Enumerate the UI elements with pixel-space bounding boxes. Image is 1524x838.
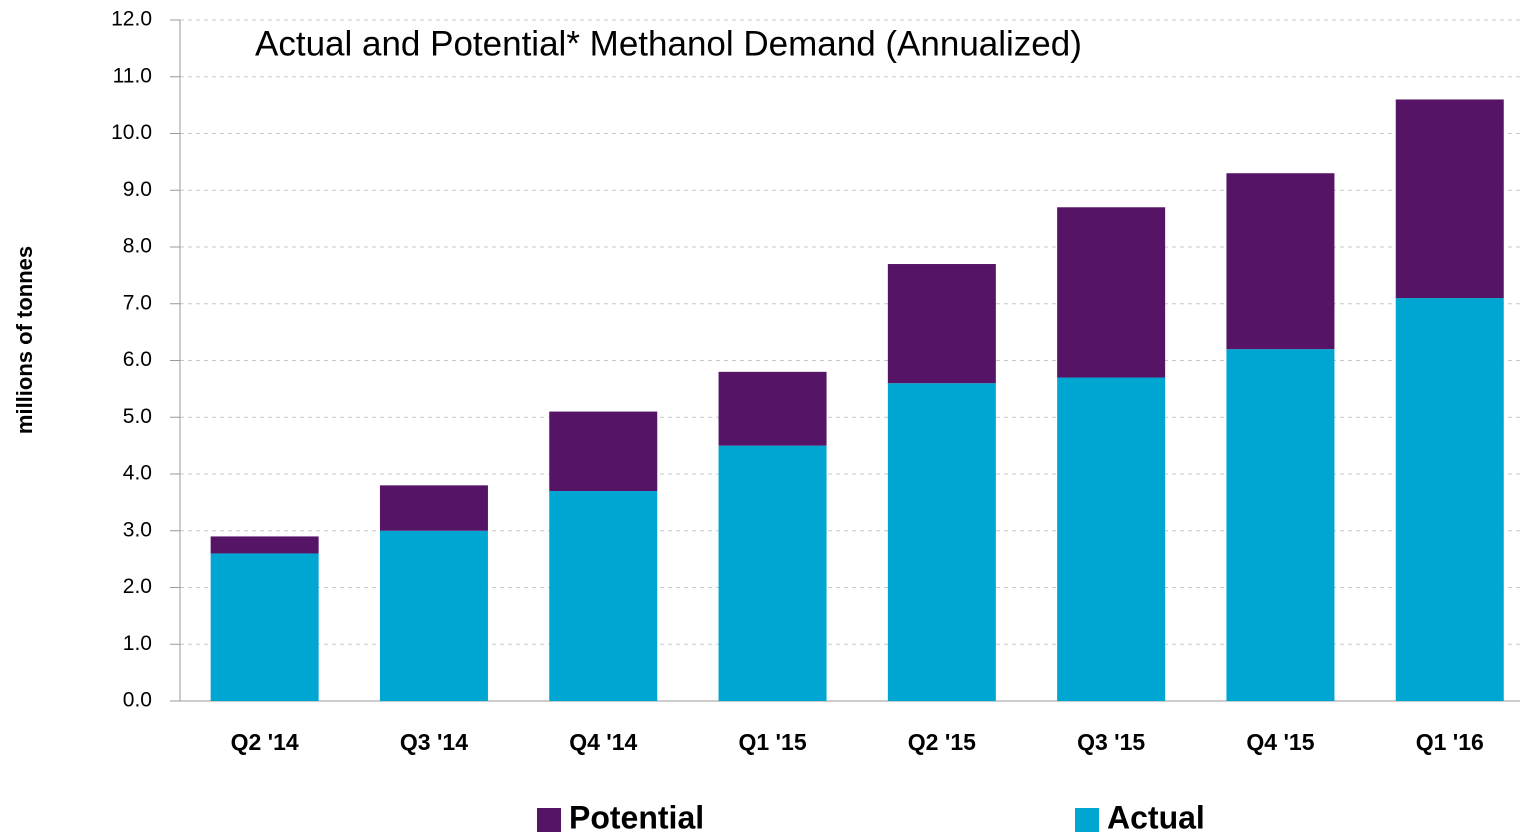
x-tick-label: Q4 '14	[569, 729, 637, 755]
x-tick-label: Q3 '15	[1077, 729, 1145, 755]
bar-segment	[887, 264, 996, 384]
bar-segment	[1395, 99, 1504, 299]
bar-segment	[718, 445, 827, 701]
x-tick-label: Q1 '16	[1416, 729, 1484, 755]
bar-segment	[549, 411, 658, 492]
y-tick-label: 1.0	[123, 632, 152, 655]
x-tick-label: Q2 '14	[231, 729, 299, 755]
legend-swatch	[1075, 808, 1099, 832]
y-tick-label: 8.0	[123, 235, 152, 258]
x-tick-label: Q4 '15	[1246, 729, 1314, 755]
bar-segment	[210, 536, 319, 554]
bar-segment	[379, 485, 488, 531]
y-tick-label: 5.0	[123, 405, 152, 428]
bar-segment	[1395, 298, 1504, 701]
y-tick-label: 2.0	[123, 575, 152, 598]
y-axis-label: millions of tonnes	[12, 246, 37, 434]
legend-label: Potential	[569, 799, 704, 835]
y-tick-label: 0.0	[123, 689, 152, 712]
bar-segment	[1057, 207, 1166, 378]
y-tick-label: 11.0	[113, 64, 152, 87]
y-tick-label: 12.0	[111, 8, 152, 31]
y-tick-label: 9.0	[123, 178, 152, 201]
y-tick-label: 6.0	[123, 348, 152, 371]
y-tick-label: 4.0	[123, 462, 152, 485]
x-tick-label: Q2 '15	[908, 729, 976, 755]
bar-segment	[549, 491, 658, 701]
bar-segment	[1226, 173, 1335, 350]
bar-segment	[210, 553, 319, 701]
y-tick-label: 7.0	[123, 291, 152, 314]
bar-segment	[1057, 377, 1166, 701]
legend-label: Actual	[1107, 799, 1205, 835]
legend-swatch	[537, 808, 561, 832]
x-tick-label: Q1 '15	[738, 729, 806, 755]
bar-segment	[887, 383, 996, 701]
y-tick-label: 3.0	[123, 518, 152, 541]
bar-segment	[718, 371, 827, 446]
x-tick-label: Q3 '14	[400, 729, 468, 755]
chart-title: Actual and Potential* Methanol Demand (A…	[255, 24, 1082, 63]
bar-segment	[1226, 349, 1335, 701]
bar-segment	[379, 530, 488, 701]
y-tick-label: 10.0	[111, 121, 152, 144]
